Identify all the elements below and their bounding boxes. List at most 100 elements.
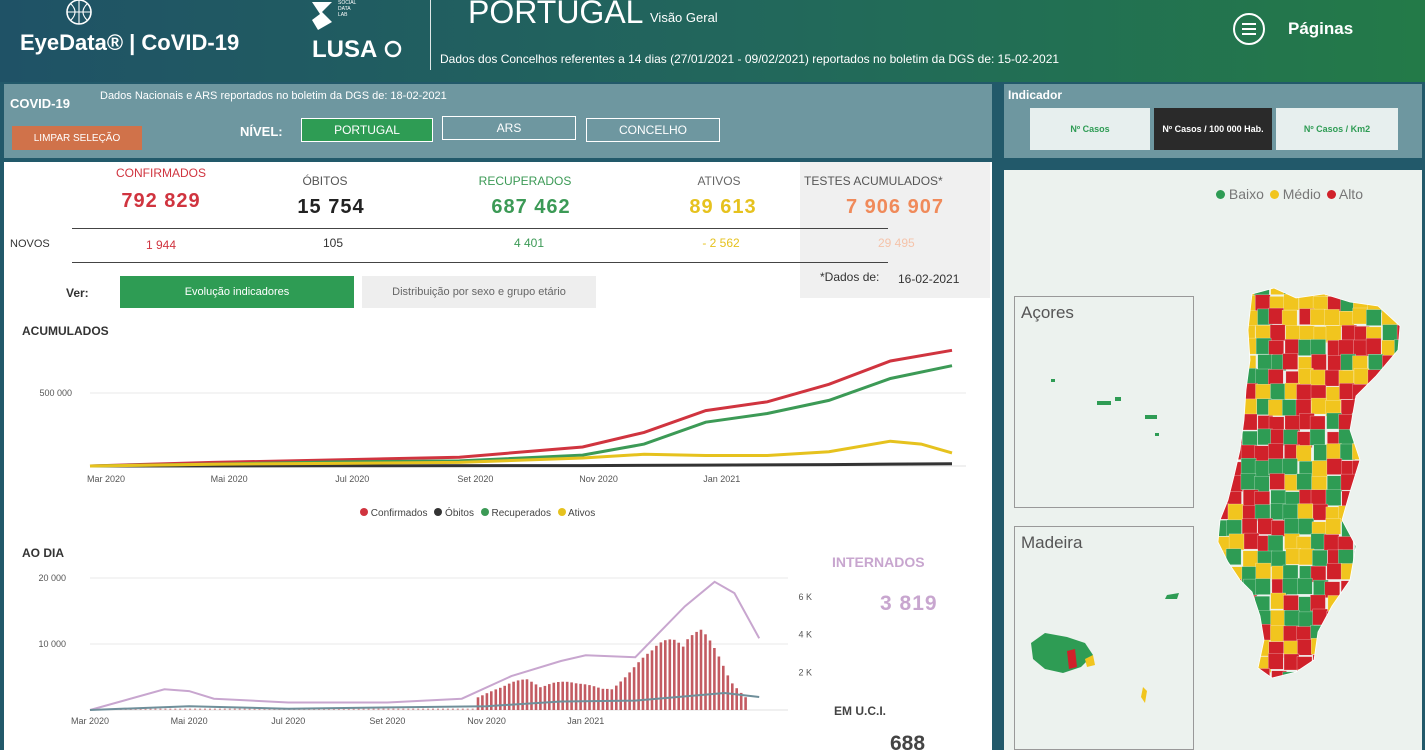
municipality [1354,653,1370,671]
municipality [1242,671,1258,678]
municipality [1201,415,1216,431]
bar [597,687,600,710]
bar [253,708,256,710]
municipality [1228,687,1243,700]
tab-evolucao[interactable]: Evolução indicadores [120,276,354,308]
municipality [1255,562,1271,580]
municipality [1354,551,1370,568]
municipality [1218,427,1231,445]
map-cells [1201,288,1422,701]
municipality [1226,292,1242,310]
bar [561,681,564,710]
bar [628,672,631,710]
bar [174,708,177,710]
municipality [1408,297,1422,313]
municipality [1409,685,1422,700]
new-label: NOVOS [10,238,50,250]
series-line [89,580,761,711]
bar [149,708,152,710]
bar [588,685,591,710]
municipality [1283,653,1300,671]
legend-recuperados: Recuperados [491,508,551,519]
bar [417,708,420,710]
municipality [1366,430,1383,448]
bar [446,708,449,710]
municipality [1352,307,1368,325]
bar [268,708,271,710]
bar [159,708,162,710]
obitos-new: 105 [322,236,344,250]
municipality [1381,503,1398,521]
municipality [1229,398,1245,415]
bar [407,708,410,710]
municipality [1218,476,1229,494]
bar [570,682,573,710]
municipality [1396,309,1400,326]
municipality [1340,563,1357,580]
municipality [1243,637,1259,655]
indicator-casos-km2-button[interactable]: Nº Casos / Km2 [1276,108,1398,150]
municipality [1254,460,1271,477]
bar [722,665,725,710]
municipality [1218,610,1231,628]
x-tick-label: Set 2020 [369,716,405,726]
municipality [1257,687,1272,701]
municipality [1353,288,1370,296]
municipality [1381,654,1398,671]
municipality [1381,355,1398,372]
municipality [1267,369,1284,386]
bar [382,708,385,710]
municipality [1351,491,1368,508]
municipality [1213,687,1228,701]
municipality [1201,638,1216,654]
bar [574,683,578,710]
x-tick-label: Nov 2020 [467,716,506,726]
legend-dot-icon [1326,190,1336,199]
lusa-title: LUSA [312,36,378,63]
municipality [1366,518,1383,536]
bar [387,708,390,710]
municipality [1270,625,1286,642]
municipality [1410,580,1422,596]
bar [592,686,596,710]
y-tick-label: 500 000 [39,388,72,398]
municipality [1324,309,1340,326]
municipality [1396,445,1400,462]
clear-selection-button[interactable]: LIMPAR SELEÇÃO [12,126,142,150]
municipality [1395,476,1400,493]
municipality [1380,414,1397,432]
indicator-casos-100k-button[interactable]: Nº Casos / 100 000 Hab. [1154,108,1272,150]
municipality [1226,637,1242,655]
municipality [1255,383,1271,401]
level-concelho-button[interactable]: CONCELHO [586,118,720,142]
municipality [1367,369,1384,387]
municipality [1326,458,1343,475]
municipality [1394,339,1400,356]
municipality [1268,458,1284,476]
municipality [1201,505,1216,521]
pages-button[interactable]: Páginas [1288,19,1354,38]
municipality [1395,386,1400,403]
indicator-casos-button[interactable]: Nº Casos [1030,108,1150,150]
municipality [1397,503,1400,521]
municipality [1227,429,1243,447]
bar [507,683,511,710]
bar [735,688,738,710]
bar [243,708,246,710]
level-portugal-button[interactable]: PORTUGAL [301,118,433,142]
level-ars-button[interactable]: ARS [442,116,576,140]
bar [516,680,520,710]
bar [323,708,325,710]
bar [615,685,618,710]
portugal-map[interactable] [1200,280,1422,700]
bar [154,708,157,710]
x-tick-label: Nov 2020 [579,474,618,484]
municipality [1368,443,1384,461]
stats-line-bottom [72,262,888,263]
tab-distribuicao[interactable]: Distribuição por sexo e grupo etário [362,276,596,308]
municipality [1412,549,1422,565]
municipality [1226,338,1242,355]
stats-line-top [72,228,888,229]
menu-icon[interactable] [1232,12,1266,46]
municipality [1218,638,1228,655]
